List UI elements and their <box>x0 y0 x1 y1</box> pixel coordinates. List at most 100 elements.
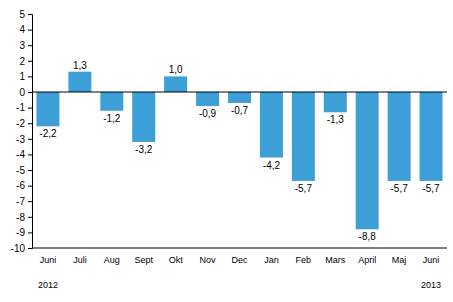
y-tick: 2 <box>19 56 32 67</box>
y-tick: 4 <box>19 24 32 35</box>
y-tick-mark <box>28 217 32 218</box>
x-tick: April <box>358 248 376 265</box>
y-tick-label: -8 <box>16 212 25 223</box>
bars <box>36 72 442 230</box>
year-label: 2013 <box>421 280 441 290</box>
x-tick-label: Juni <box>40 255 57 265</box>
y-tick-label: -2 <box>16 118 25 129</box>
y-tick-mark <box>28 123 32 124</box>
y-tick-mark <box>28 170 32 171</box>
y-tick-mark <box>28 154 32 155</box>
data-label: -3,2 <box>135 144 153 155</box>
bottom-line <box>32 248 447 249</box>
data-label: 1,0 <box>169 64 183 75</box>
y-tick: -3 <box>16 134 32 145</box>
bar <box>196 92 219 106</box>
y-tick: 3 <box>19 40 32 51</box>
y-tick-label: -3 <box>16 134 25 145</box>
x-tick: Aug <box>104 248 120 265</box>
y-tick-mark <box>28 45 32 46</box>
y-tick: -5 <box>16 165 32 176</box>
x-tick-label: Feb <box>296 255 312 265</box>
x-tick-label: April <box>358 255 376 265</box>
bar <box>260 92 283 158</box>
x-tick-label: Juli <box>73 255 87 265</box>
data-label: -5,7 <box>390 183 408 194</box>
x-tick-label: Jan <box>264 255 279 265</box>
y-tick-mark <box>28 186 32 187</box>
y-tick: -9 <box>16 227 32 238</box>
annotations: 20122013 <box>38 280 441 290</box>
bar <box>292 92 315 181</box>
bar <box>36 92 59 126</box>
x-tick-label: Sept <box>134 255 153 265</box>
y-tick-label: -5 <box>16 165 25 176</box>
data-label: -1,2 <box>103 113 121 124</box>
data-label: -8,8 <box>359 231 377 242</box>
bar <box>228 92 251 103</box>
x-tick: Juli <box>73 248 87 265</box>
y-tick-mark <box>28 232 32 233</box>
x-tick: Sept <box>134 248 153 265</box>
y-tick: 1 <box>19 71 32 82</box>
x-tick: Maj <box>392 248 407 265</box>
x-tick: Nov <box>200 248 217 265</box>
data-label: 1,3 <box>73 60 87 71</box>
y-tick-label: -10 <box>11 243 26 254</box>
x-tick: Mars <box>325 248 345 265</box>
y-tick: -4 <box>16 149 32 160</box>
zero-line <box>32 92 447 93</box>
y-tick-label: 3 <box>19 40 25 51</box>
y-tick-label: 4 <box>19 24 25 35</box>
bar <box>324 92 347 112</box>
data-label: -0,7 <box>231 105 249 116</box>
y-tick-label: 2 <box>19 56 25 67</box>
y-tick: -1 <box>16 102 32 113</box>
y-tick-label: -9 <box>16 227 25 238</box>
y-tick-label: -7 <box>16 196 25 207</box>
data-label: -0,9 <box>199 108 217 119</box>
y-tick: -6 <box>16 180 32 191</box>
y-tick-mark <box>28 30 32 31</box>
plot: -10-9-8-7-6-5-4-3-2-1012345JuniJuliAugSe… <box>11 9 447 290</box>
y-axis-line <box>28 15 33 249</box>
x-tick: Jan <box>264 248 279 265</box>
x-tick-label: Nov <box>200 255 217 265</box>
y-tick-mark <box>28 76 32 77</box>
y-tick-label: -6 <box>16 180 25 191</box>
y-tick-mark <box>28 108 32 109</box>
data-label: -4,2 <box>263 160 281 171</box>
y-tick-mark <box>28 201 32 202</box>
y-tick: 0 <box>19 87 32 98</box>
x-tick-label: Mars <box>325 255 345 265</box>
y-tick: 5 <box>19 9 32 20</box>
bar <box>132 92 155 142</box>
y-tick-label: -1 <box>16 102 25 113</box>
y-tick-label: 5 <box>19 9 25 20</box>
bar <box>356 92 379 229</box>
data-label: -1,3 <box>327 114 345 125</box>
bar <box>164 76 187 92</box>
data-labels: -2,2 1,3 -1,2 -3,2 1,0 -0,9 -0,7 -4,2 -5,7 -1,3 -8… <box>39 60 440 243</box>
x-tick-label: Juni <box>423 255 440 265</box>
y-tick: -7 <box>16 196 32 207</box>
x-tick-label: Aug <box>104 255 120 265</box>
y-tick-label: 1 <box>19 71 25 82</box>
y-tick-mark <box>28 139 32 140</box>
chart: -10-9-8-7-6-5-4-3-2-1012345JuniJuliAugSe… <box>0 0 453 302</box>
y-tick: -2 <box>16 118 32 129</box>
data-label: -2,2 <box>39 128 57 139</box>
x-tick-label: Maj <box>392 255 407 265</box>
bar <box>68 72 91 92</box>
bar <box>388 92 411 181</box>
x-tick: Juni <box>423 248 440 265</box>
x-axis: Juni Juli Aug Sept Okt Nov Dec Jan Feb Mars April M… <box>40 248 440 265</box>
x-tick-label: Okt <box>169 255 184 265</box>
y-tick-mark <box>28 14 32 15</box>
x-tick-label: Dec <box>231 255 248 265</box>
y-tick: -10 <box>11 243 32 254</box>
x-tick: Okt <box>169 248 184 265</box>
x-tick: Feb <box>296 248 312 265</box>
y-tick-label: -4 <box>16 149 25 160</box>
y-tick-label: 0 <box>19 87 25 98</box>
